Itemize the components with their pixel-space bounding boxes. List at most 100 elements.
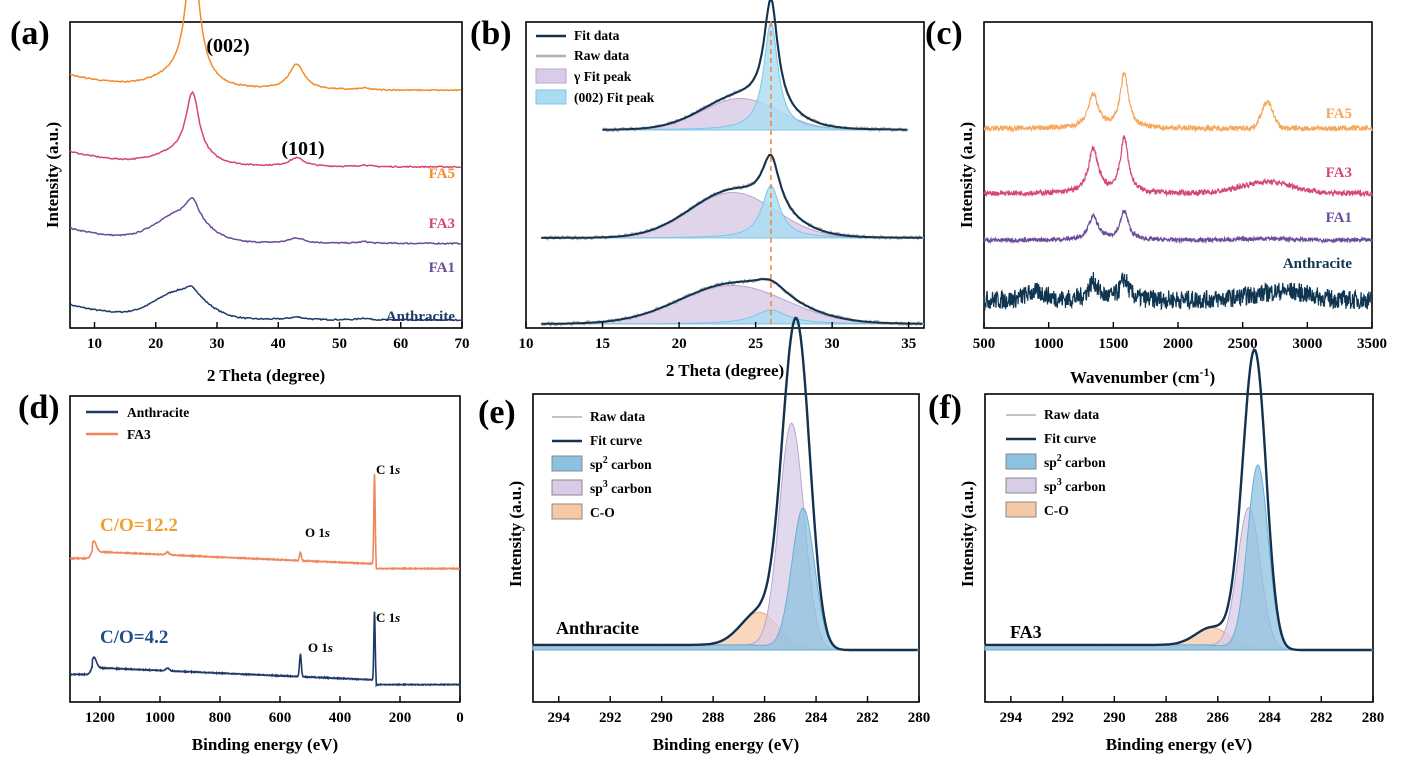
raman-series-label: Anthracite — [1283, 256, 1352, 272]
panel-label-d: (d) — [18, 389, 60, 426]
c1s-fit-curve-line — [985, 348, 1372, 652]
raman-x-label-sup: -1 — [1200, 365, 1210, 379]
o1s-label-orbital: s — [327, 640, 333, 655]
xrd-fit-x-tick-label: 15 — [595, 336, 610, 352]
xrd-fit-panel: Fit data Raw data γ Fit peak (002) Fit peak… — [519, 0, 925, 380]
raman-series-fa5 — [983, 71, 1373, 133]
legend-co-label: C-O — [1044, 503, 1069, 518]
c1s-label-main: C 1 — [376, 462, 395, 477]
xps-survey-series-anthracite — [69, 611, 461, 688]
o1s-label-main: O 1 — [308, 640, 328, 655]
legend-fit-label: Fit curve — [1044, 431, 1096, 446]
legend-sup: 3 — [603, 479, 608, 490]
legend-anthracite-label: Anthracite — [127, 405, 189, 420]
legend-sp3-swatch — [1005, 477, 1037, 494]
xrd-fit-x-tick-label: 10 — [519, 336, 534, 352]
raman-series-fa1 — [983, 209, 1373, 245]
legend-sp2-label: sp2 carbon — [590, 455, 652, 472]
o1s-label-main: O 1 — [305, 525, 325, 540]
legend-carbon: carbon — [608, 481, 652, 496]
xrd-fit-x-tick-label: 30 — [825, 336, 840, 352]
c1s-label-main: C 1 — [376, 610, 395, 625]
xps-survey-x-tick-label: 600 — [269, 710, 292, 726]
panel-label-c: (c) — [925, 15, 963, 52]
c1s-sample-label: Anthracite — [556, 618, 639, 638]
legend-sp: sp — [1044, 479, 1057, 494]
raman-x-label-main: Wavenumber (cm — [1070, 368, 1200, 387]
raman-x-tick-label: 3500 — [1357, 336, 1387, 352]
raman-x-label-end: ) — [1210, 368, 1216, 387]
c1s-x-axis-label: Binding energy (eV) — [1106, 735, 1252, 754]
xps-survey-series-fa3 — [69, 473, 461, 571]
c1s-frame — [984, 393, 1374, 703]
c1s-y-axis-label: Intensity (a.u.) — [958, 481, 977, 587]
fa3-ratio-label: C/O=12.2 — [100, 515, 178, 536]
fit-data-line — [602, 0, 908, 131]
legend-sup: 3 — [1057, 477, 1062, 488]
raman-panel: Anthracite FA1 FA3 FA5 500 1000 1500 2000 2500 30… — [957, 21, 1387, 387]
c1s-x-tick-label: 286 — [1207, 710, 1230, 726]
legend-carbon: carbon — [608, 457, 652, 472]
raman-x-axis-label: Wavenumber (cm-1) — [1070, 365, 1215, 387]
legend-sp3-swatch — [551, 479, 583, 496]
xrd-x-tick-label: 60 — [393, 336, 408, 352]
c1s-x-tick-label: 284 — [805, 710, 828, 726]
c1s-label-orbital: s — [394, 610, 400, 625]
xrd-series-label: FA5 — [429, 166, 455, 182]
legend-sup: 2 — [1057, 453, 1062, 464]
gamma-fit-peak — [540, 285, 925, 325]
raman-series-label: FA1 — [1326, 210, 1352, 226]
legend-002-swatch — [535, 89, 567, 105]
c1s-x-tick-label: 292 — [1051, 710, 1074, 726]
peak-002-fit — [540, 309, 925, 325]
xps-survey-x-axis-label: Binding energy (eV) — [192, 735, 338, 754]
c1s-x-tick-label: 294 — [1000, 710, 1023, 726]
legend-gamma-label: γ Fit peak — [573, 69, 632, 84]
xrd-fit-x-axis-label: 2 Theta (degree) — [666, 361, 784, 380]
panel-label-f: (f) — [928, 389, 962, 426]
legend-carbon: carbon — [1062, 455, 1106, 470]
xps-survey-x-tick-label: 0 — [456, 710, 464, 726]
c1s-x-tick-label: 292 — [599, 710, 622, 726]
xrd-series-label: FA1 — [429, 260, 455, 276]
xrd-x-tick-label: 70 — [455, 336, 470, 352]
raman-x-tick-label: 500 — [973, 336, 996, 352]
legend-sp2-swatch — [1005, 453, 1037, 470]
legend-carbon: carbon — [1062, 479, 1106, 494]
c1s-peak-label: C 1s — [376, 610, 400, 625]
xps-survey-panel: C 1sC 1sO 1sO 1sC/O=12.2C/O=4.2Anthracit… — [69, 395, 464, 754]
c1s-sample-label: FA3 — [1010, 622, 1042, 642]
xps-survey-x-tick-label: 400 — [329, 710, 352, 726]
raman-y-axis-label: Intensity (a.u.) — [957, 122, 976, 228]
panel-label-a: (a) — [10, 15, 50, 52]
c1s-x-tick-label: 290 — [650, 710, 673, 726]
raman-x-tick-label: 1000 — [1034, 336, 1064, 352]
c1s-x-tick-label: 282 — [856, 710, 879, 726]
xrd-annotation-101: (101) — [281, 138, 324, 160]
raman-frame — [983, 21, 1373, 329]
xps-survey-frame — [69, 395, 461, 703]
xrd-y-axis-label: Intensity (a.u.) — [43, 122, 62, 228]
legend-002-label: (002) Fit peak — [574, 90, 655, 105]
c1s-raw-data-line — [984, 349, 1372, 652]
xps-survey-x-tick-label: 1200 — [85, 710, 115, 726]
c1s-peak-label: C 1s — [376, 462, 400, 477]
legend-sp2-swatch — [551, 455, 583, 472]
c1s-x-tick-label: 282 — [1310, 710, 1333, 726]
c1s-x-tick-label: 286 — [753, 710, 776, 726]
o1s-label-orbital: s — [324, 525, 330, 540]
panel-label-e: (e) — [478, 394, 516, 431]
gamma-fit-peak — [541, 192, 924, 239]
legend-co-swatch — [1005, 501, 1037, 518]
legend-sp: sp — [590, 481, 603, 496]
xrd-fit-x-tick-label: 35 — [901, 336, 916, 352]
c1s-x-tick-label: 288 — [702, 710, 725, 726]
fit-data-line — [541, 278, 923, 325]
fit-data-line — [541, 154, 923, 239]
xrd-panel: Anthracite FA1 FA3 FA5 (002) (101) 10 20 30 40 50 6… — [43, 0, 470, 385]
xrd-x-tick-label: 50 — [332, 336, 347, 352]
xrd-series-fa5 — [69, 0, 461, 92]
raman-series-fa3 — [983, 134, 1373, 198]
xrd-fit-frame — [525, 21, 925, 329]
